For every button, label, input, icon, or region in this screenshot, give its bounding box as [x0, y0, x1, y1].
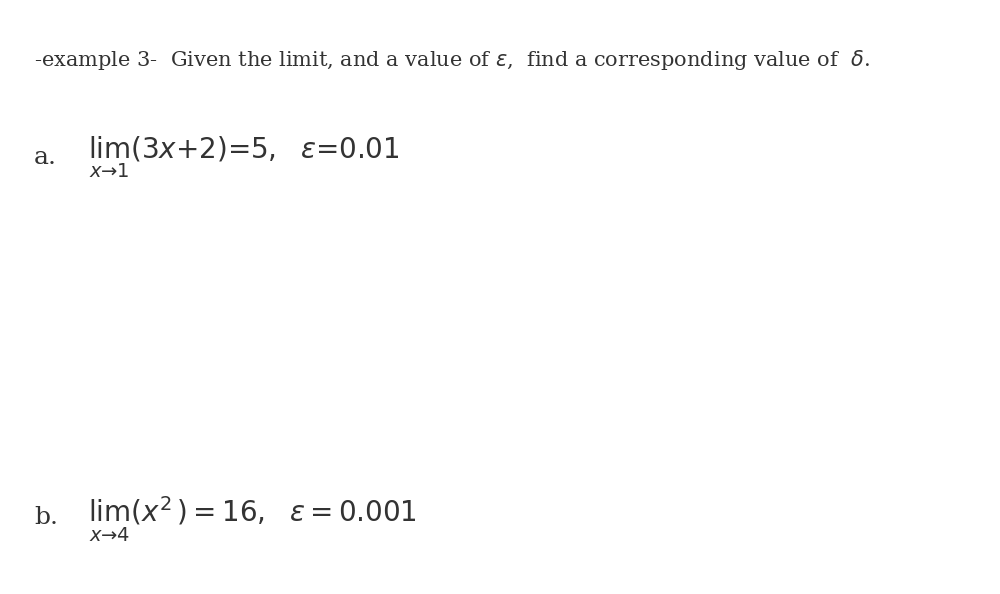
- Text: a.: a.: [34, 146, 57, 169]
- Text: b.: b.: [34, 506, 58, 529]
- Text: -example 3-  Given the limit, and a value of $\varepsilon$,  find a correspondin: -example 3- Given the limit, and a value…: [34, 48, 870, 71]
- Text: $\lim_{x \to 1}(3x+2) = 5, \ \ \varepsilon = 0.01$: $\lim_{x \to 1}(3x+2) = 5, \ \ \varepsil…: [88, 135, 400, 181]
- Text: $\lim_{x \to 4}(x^2) = 16, \ \ \varepsilon = 0.001$: $\lim_{x \to 4}(x^2) = 16, \ \ \varepsil…: [88, 494, 417, 544]
